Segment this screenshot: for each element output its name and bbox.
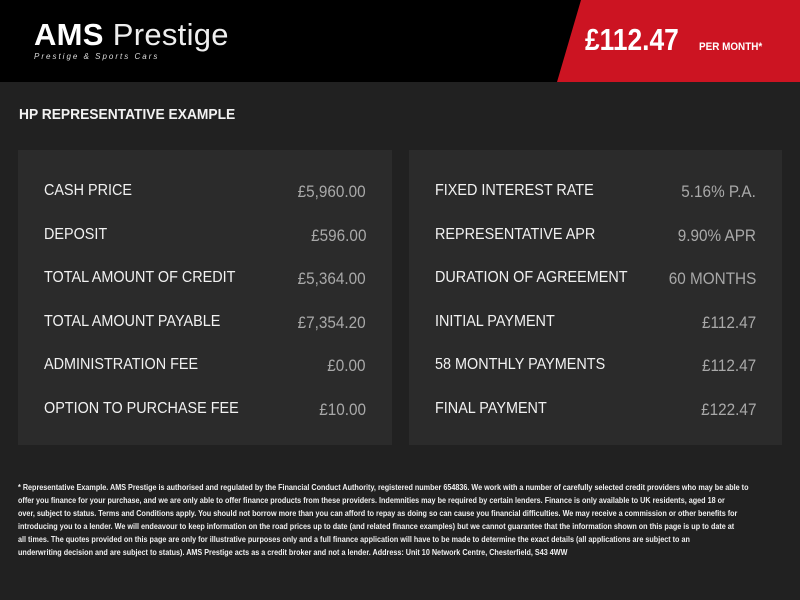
row-label: DEPOSIT [44,226,108,243]
row-label: CASH PRICE [44,182,133,199]
section-title: HP REPRESENTATIVE EXAMPLE [19,106,236,123]
finance-row: DURATION OF AGREEMENT 60 MONTHS [409,269,782,291]
finance-panel-left: CASH PRICE £5,960.00 DEPOSIT £596.00 TOTAL… [18,150,392,445]
disclaimer-line: offer you finance for your purchase, and… [18,495,725,505]
row-value: £596.00 [310,226,366,245]
row-label: FIXED INTEREST RATE [435,182,594,199]
disclaimer-line: introducing you to a lender. We will end… [18,521,735,531]
row-value: 5.16% P.A. [681,182,756,201]
row-label: TOTAL AMOUNT PAYABLE [44,313,221,330]
row-value: £112.47 [701,356,756,375]
monthly-price: £112.47 [585,22,679,57]
logo[interactable]: AMS Prestige Prestige & Sports Cars [34,17,229,62]
row-value: £10.00 [319,400,366,419]
disclaimer-line: * Representative Example. AMS Prestige i… [18,482,749,492]
finance-panel-right: FIXED INTEREST RATE 5.16% P.A. REPRESENTA… [409,150,782,445]
finance-row: TOTAL AMOUNT PAYABLE £7,354.20 [18,313,392,335]
logo-text: AMS Prestige [34,17,229,52]
row-value: £5,364.00 [297,269,366,288]
row-value: £112.47 [701,313,756,332]
row-value: 9.90% APR [677,226,756,245]
disclaimer-line: underwriting decision and are subject to… [18,547,568,557]
row-label: DURATION OF AGREEMENT [435,269,628,286]
disclaimer: * Representative Example. AMS Prestige i… [18,481,800,559]
header: AMS Prestige Prestige & Sports Cars £112… [0,0,800,82]
logo-tagline: Prestige & Sports Cars [34,52,160,61]
row-label: OPTION TO PURCHASE FEE [44,400,239,417]
row-label: 58 MONTHLY PAYMENTS [435,356,606,373]
finance-row: REPRESENTATIVE APR 9.90% APR [409,226,782,248]
finance-row: 58 MONTHLY PAYMENTS £112.47 [409,356,782,378]
row-label: TOTAL AMOUNT OF CREDIT [44,269,236,286]
disclaimer-line: all times. The quotes provided on this p… [18,534,690,544]
row-value: £0.00 [327,356,366,375]
disclaimer-line: over, subject to status. Terms and Condi… [18,508,738,518]
row-label: INITIAL PAYMENT [435,313,555,330]
row-label: ADMINISTRATION FEE [44,356,199,373]
finance-row: ADMINISTRATION FEE £0.00 [18,356,392,378]
finance-row: DEPOSIT £596.00 [18,226,392,248]
row-value: £7,354.20 [297,313,366,332]
per-month-label: PER MONTH* [699,41,763,53]
finance-row: CASH PRICE £5,960.00 [18,182,392,204]
finance-row: TOTAL AMOUNT OF CREDIT £5,364.00 [18,269,392,291]
finance-row: OPTION TO PURCHASE FEE £10.00 [18,400,392,422]
row-label: FINAL PAYMENT [435,400,547,417]
row-value: 60 MONTHS [668,269,756,288]
row-label: REPRESENTATIVE APR [435,226,596,243]
row-value: £122.47 [700,400,756,419]
price-banner [557,0,800,82]
row-value: £5,960.00 [297,182,366,201]
finance-row: FINAL PAYMENT £122.47 [409,400,782,422]
finance-row: INITIAL PAYMENT £112.47 [409,313,782,335]
finance-row: FIXED INTEREST RATE 5.16% P.A. [409,182,782,204]
